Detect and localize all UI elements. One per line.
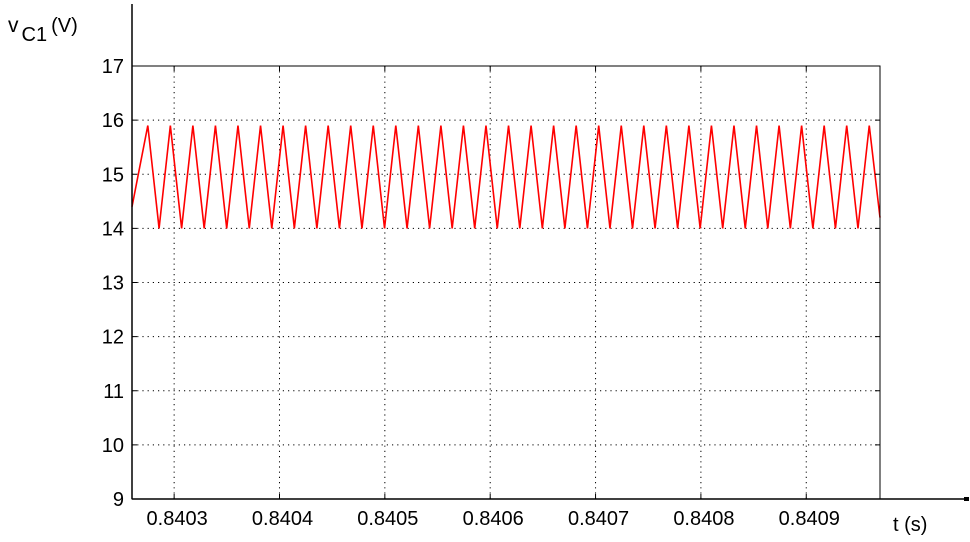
- plot-frame: [131, 65, 881, 500]
- x-tick-labels: 0.8403 0.8404 0.8405 0.8406 0.8407 0.8408 0.84…: [147, 508, 840, 530]
- x-tick-label-1: 0.8404: [252, 508, 313, 530]
- series-line-0: [131, 125, 881, 229]
- y-tick-label-5: 14: [102, 218, 124, 240]
- x-tick-label-3: 0.8406: [463, 508, 524, 530]
- x-tick-label-4: 0.8407: [568, 508, 629, 530]
- y-axis-label-symbol: v: [8, 14, 19, 37]
- x-axis-end-marker: [964, 497, 969, 501]
- x-tick-label-6: 0.8409: [779, 508, 840, 530]
- y-tick-label-0: 9: [113, 489, 124, 511]
- y-axis-label-unit: (V): [51, 15, 78, 37]
- y-tick-label-3: 12: [102, 327, 124, 349]
- x-axis-label: t (s): [893, 514, 928, 536]
- y-tick-label-2: 11: [103, 381, 124, 403]
- y-tick-label-4: 13: [102, 273, 124, 295]
- grid: [132, 66, 880, 499]
- series-group: [131, 125, 881, 229]
- y-axis-label-subscript: C1: [21, 24, 48, 46]
- axes: [131, 4, 969, 501]
- y-tick-label-8: 17: [102, 56, 124, 78]
- x-tick-label-5: 0.8408: [673, 508, 734, 530]
- y-tick-label-7: 16: [102, 110, 124, 132]
- y-axis-label: v C1 (V): [8, 14, 78, 46]
- x-tick-label-0: 0.8403: [147, 508, 208, 530]
- y-tick-label-1: 10: [102, 435, 124, 457]
- y-tick-label-6: 15: [102, 164, 124, 186]
- x-tick-label-2: 0.8405: [357, 508, 418, 530]
- y-tick-labels: 9 10 11 12 13 14 15 16 17: [102, 56, 124, 511]
